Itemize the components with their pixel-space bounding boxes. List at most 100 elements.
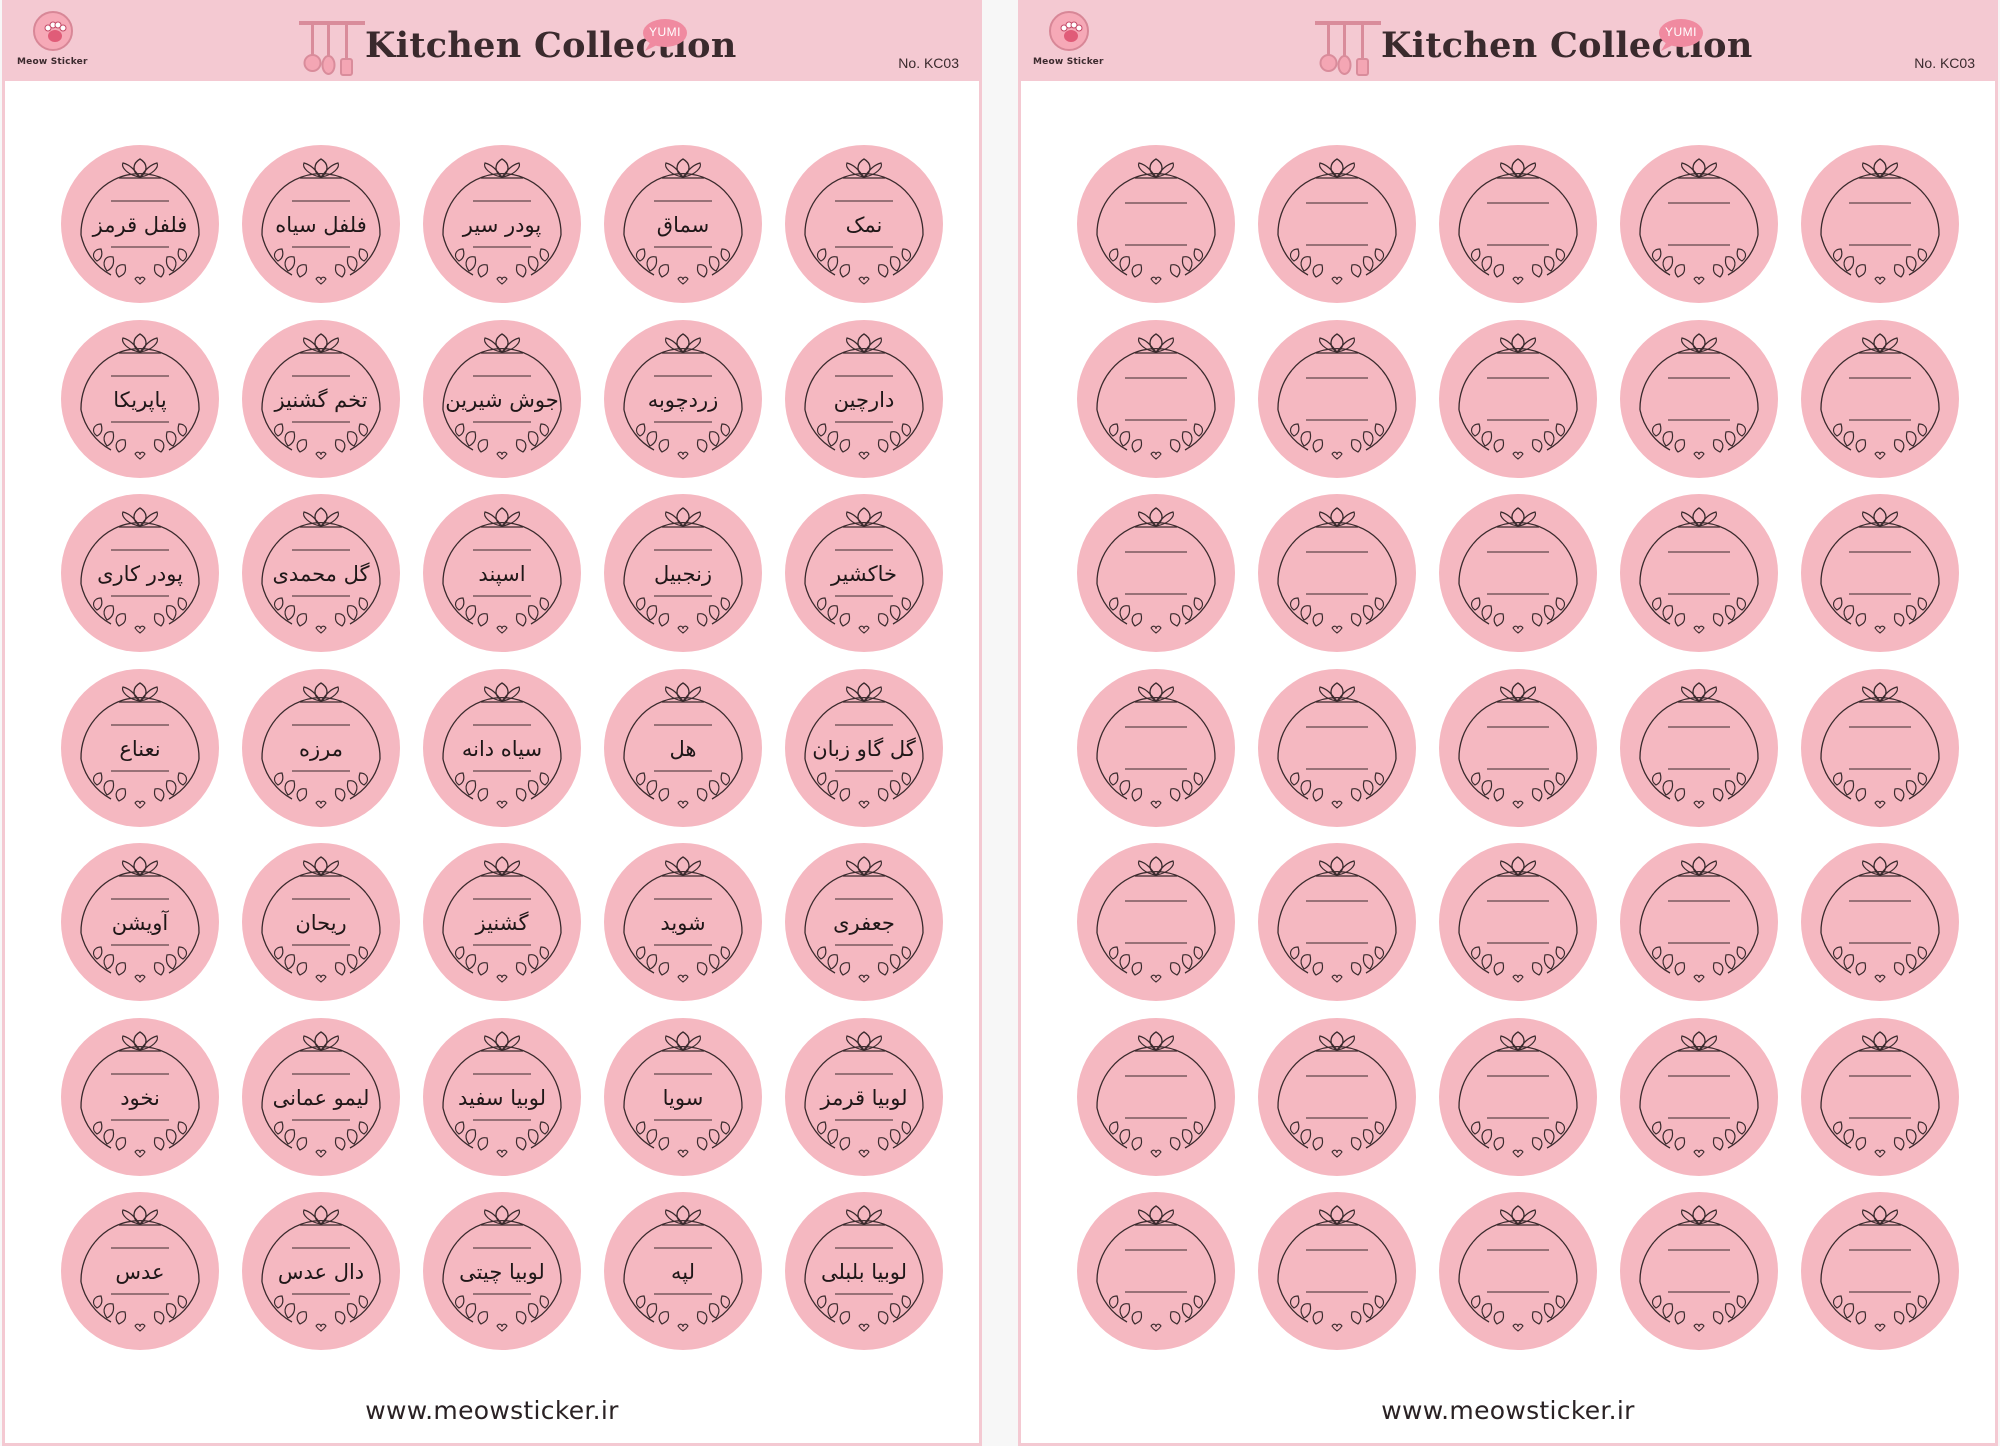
sticker-text: گشنیز <box>475 911 529 935</box>
floral-wreath-icon <box>804 681 924 809</box>
sticker-text <box>1272 1252 1402 1292</box>
sticker-label <box>1258 668 1416 827</box>
sticker-text: سماق <box>656 213 710 237</box>
floral-wreath-icon <box>261 158 381 285</box>
sticker-text: سویا <box>662 1085 704 1110</box>
floral-wreath-icon <box>1458 681 1578 809</box>
floral-wreath-icon <box>1820 158 1940 285</box>
floral-wreath-icon <box>261 681 381 809</box>
sticker-text: عدس <box>115 1260 165 1284</box>
floral-wreath-icon <box>80 856 200 983</box>
yumi-badge-text: YUMI <box>1665 25 1697 39</box>
floral-wreath-icon <box>80 507 200 634</box>
sticker-sheet-blank: Meow Sticker Kitchen Collection YUMI No.… <box>1018 0 1998 1446</box>
cat-paw-icon <box>1049 11 1089 51</box>
sticker-text: پودر سیر <box>462 213 542 237</box>
sticker-label <box>1077 1192 1235 1350</box>
sticker-text: دال عدس <box>277 1260 365 1284</box>
floral-wreath-icon <box>1096 1030 1216 1158</box>
sticker-label: گل گاو زبان <box>785 668 943 827</box>
floral-wreath-icon <box>623 856 743 983</box>
floral-wreath-icon <box>1096 332 1216 460</box>
sticker-text: نخود <box>120 1085 160 1110</box>
sticker-label: لوبیا بلبلی <box>785 1192 943 1350</box>
sticker-label: عدس <box>61 1192 219 1350</box>
sticker-text: سیاه دانه <box>461 736 543 761</box>
floral-wreath-icon <box>1096 1205 1216 1332</box>
sticker-label: هل <box>604 668 762 827</box>
floral-wreath-icon <box>1277 681 1397 809</box>
floral-wreath-icon <box>442 332 562 460</box>
sticker-text: ریحان <box>295 911 347 935</box>
sticker-text: لپه <box>671 1260 695 1284</box>
floral-wreath-icon <box>261 1205 381 1332</box>
sticker-label <box>1620 843 1778 1001</box>
sticker-text <box>1272 729 1402 769</box>
sticker-label: خاکشیر <box>785 494 943 652</box>
website-url[interactable]: www.meowsticker.ir <box>1381 1396 1635 1425</box>
sticker-text <box>1091 1078 1221 1118</box>
sticker-text: هل <box>669 736 697 761</box>
floral-wreath-icon <box>80 158 200 285</box>
sticker-label: تخم گشنیز <box>242 319 400 478</box>
sticker-label: پاپریکا <box>61 319 219 478</box>
sticker-text: فلفل قرمز <box>92 213 188 237</box>
floral-wreath-icon <box>442 856 562 983</box>
sticker-text: لوبیا سفید <box>457 1085 547 1110</box>
floral-wreath-icon <box>1820 1030 1940 1158</box>
sticker-grid <box>1021 3 1995 1443</box>
floral-wreath-icon <box>804 332 924 460</box>
sticker-label <box>1077 1017 1235 1176</box>
sticker-text <box>1272 903 1402 943</box>
floral-wreath-icon <box>804 856 924 983</box>
sticker-label <box>1620 319 1778 478</box>
floral-wreath-icon <box>80 332 200 460</box>
floral-wreath-icon <box>1458 158 1578 285</box>
sticker-text <box>1453 903 1583 943</box>
floral-wreath-icon <box>1820 1205 1940 1332</box>
sticker-label <box>1439 1192 1597 1350</box>
sticker-label <box>1077 494 1235 652</box>
floral-wreath-icon <box>1277 158 1397 285</box>
sticker-text: اسپند <box>478 562 526 586</box>
sticker-label <box>1801 1192 1959 1350</box>
sticker-sheet-filled: Meow Sticker Kitchen Collection YUMI No.… <box>2 0 982 1446</box>
floral-wreath-icon <box>1277 1205 1397 1332</box>
sticker-label <box>1439 1017 1597 1176</box>
floral-wreath-icon <box>1277 856 1397 983</box>
floral-wreath-icon <box>80 681 200 809</box>
sticker-text: آویشن <box>111 911 169 935</box>
speech-bubble-icon: YUMI <box>641 17 689 53</box>
sticker-label <box>1439 843 1597 1001</box>
floral-wreath-icon <box>1639 158 1759 285</box>
sticker-label <box>1258 494 1416 652</box>
sticker-text: پودر کاری <box>97 562 183 586</box>
sticker-text <box>1815 903 1945 943</box>
sticker-text <box>1091 903 1221 943</box>
sticker-text: پاپریکا <box>113 387 167 412</box>
sticker-text <box>1453 729 1583 769</box>
sticker-label: پودر کاری <box>61 494 219 652</box>
floral-wreath-icon <box>1820 856 1940 983</box>
sticker-text: جوش شیرین <box>445 387 559 412</box>
sticker-text: مرزه <box>299 736 343 761</box>
sticker-label: دال عدس <box>242 1192 400 1350</box>
sticker-text <box>1815 554 1945 594</box>
floral-wreath-icon <box>1458 507 1578 634</box>
sticker-label: گل محمدی <box>242 494 400 652</box>
sticker-label: فلفل قرمز <box>61 145 219 303</box>
floral-wreath-icon <box>1820 507 1940 634</box>
floral-wreath-icon <box>623 158 743 285</box>
sticker-label: آویشن <box>61 843 219 1001</box>
sticker-text <box>1815 1252 1945 1292</box>
sticker-text: زنجبیل <box>653 562 713 586</box>
sticker-label <box>1077 145 1235 303</box>
sticker-label: سیاه دانه <box>423 668 581 827</box>
sticker-text: شوید <box>660 911 706 935</box>
website-url[interactable]: www.meowsticker.ir <box>365 1396 619 1425</box>
sticker-label: فلفل سیاه <box>242 145 400 303</box>
sticker-text <box>1634 1078 1764 1118</box>
sticker-label: جعفری <box>785 843 943 1001</box>
sticker-label <box>1801 145 1959 303</box>
floral-wreath-icon <box>261 856 381 983</box>
